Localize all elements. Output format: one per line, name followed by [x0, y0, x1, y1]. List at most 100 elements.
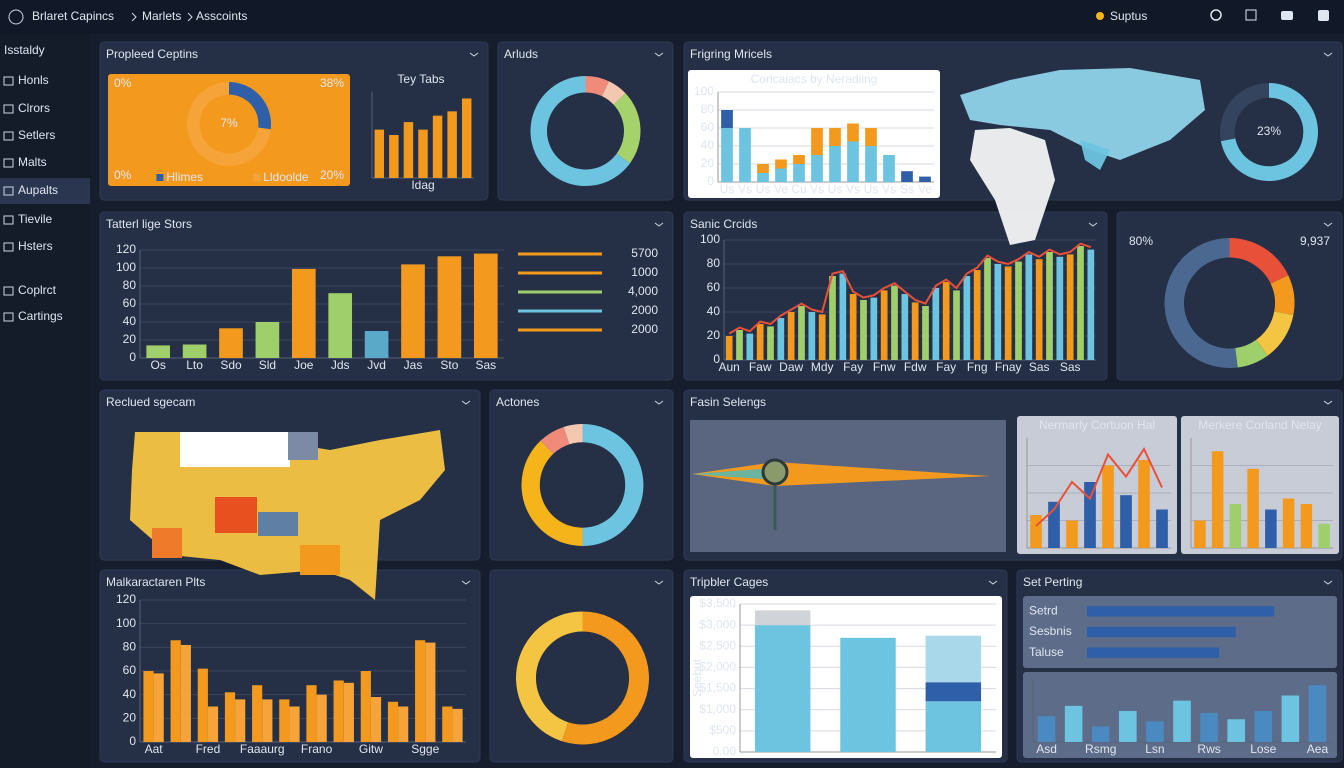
bar — [725, 336, 733, 360]
nav-item[interactable]: Setlers — [18, 128, 55, 142]
y-tick-label: 100 — [700, 232, 720, 246]
bar — [389, 135, 399, 178]
nav-item[interactable]: Honls — [18, 73, 49, 87]
bar — [1281, 695, 1300, 742]
chart-title: Tey Tabs — [397, 72, 444, 86]
bar — [1048, 501, 1060, 548]
nav-item[interactable]: Clrors — [18, 101, 50, 115]
crumb[interactable]: Asscoints — [196, 9, 247, 23]
bar — [1084, 482, 1096, 548]
x-tick-label: Aun — [718, 360, 739, 374]
nav-item[interactable]: Malts — [18, 155, 47, 169]
category-label: Taluse — [1029, 645, 1064, 659]
x-tick-label: Lto — [186, 358, 203, 372]
chart-title: Nermarly Cortuon Hal — [1039, 418, 1155, 432]
panel-title: Sanic Crcids — [690, 217, 757, 231]
settings-icon[interactable] — [1318, 10, 1329, 21]
nav-item[interactable]: Hsters — [18, 239, 53, 253]
map-region — [215, 497, 257, 533]
bar — [1173, 700, 1191, 742]
y-tick-label: 100 — [116, 616, 136, 630]
bar — [757, 164, 769, 173]
map-region — [180, 432, 290, 467]
bar — [1064, 705, 1083, 742]
bar — [754, 625, 811, 752]
nav-icon — [3, 286, 14, 296]
donut-segment — [521, 440, 583, 546]
panel-menu[interactable] — [1323, 580, 1333, 585]
line — [1035, 446, 1163, 527]
brand: Brlaret Capincs — [32, 9, 114, 23]
user-name[interactable]: Suptus — [1110, 9, 1147, 23]
bar — [865, 146, 877, 182]
crumb[interactable]: Marlets — [142, 9, 181, 23]
bar — [840, 637, 896, 752]
panel-menu[interactable] — [654, 222, 664, 227]
bar — [333, 680, 344, 742]
message-icon[interactable] — [1281, 11, 1293, 20]
donut-segment — [585, 76, 609, 97]
bar — [911, 302, 919, 360]
bar — [847, 141, 859, 182]
x-tick-label: Jas — [404, 358, 423, 372]
panel-menu[interactable] — [461, 580, 471, 585]
nav-icon — [3, 131, 14, 141]
donut-segment — [229, 82, 271, 130]
bar — [1120, 495, 1132, 548]
donut-center: 23% — [1257, 124, 1281, 138]
bar — [235, 699, 246, 742]
bar — [925, 682, 982, 702]
panel-menu[interactable] — [654, 400, 664, 405]
bar — [932, 288, 940, 360]
panel-menu[interactable] — [461, 400, 471, 405]
nav-item[interactable]: Tievile — [18, 212, 53, 226]
donut-segment — [613, 93, 641, 164]
panel-title: Set Perting — [1023, 575, 1082, 589]
x-tick-label: Fdw — [904, 360, 927, 374]
nav-item[interactable]: Aupalts — [18, 183, 58, 197]
bar — [289, 706, 300, 742]
bar — [1091, 726, 1110, 742]
bar — [870, 297, 878, 360]
panel-menu[interactable] — [654, 52, 664, 57]
y-tick-label: 100 — [116, 260, 136, 274]
bar — [925, 635, 982, 683]
panel-menu[interactable] — [1323, 400, 1333, 405]
x-tick-label: Aat — [145, 742, 164, 756]
donut-segment — [601, 81, 626, 105]
y-axis-label: Seebut — [690, 658, 704, 697]
bar — [306, 685, 317, 742]
y-tick-label: $2,000 — [699, 660, 736, 674]
bar — [1119, 711, 1137, 742]
x-tick-label: Frano — [301, 742, 333, 756]
bar — [316, 694, 327, 742]
export-icon[interactable] — [1245, 9, 1257, 21]
gauge-bg — [690, 420, 1006, 552]
bar — [829, 276, 836, 360]
bar — [860, 300, 867, 360]
nav-item[interactable]: Cartings — [18, 309, 63, 323]
x-tick-label: Vs — [846, 182, 860, 196]
sidebar-heading: Isstaldy — [4, 43, 45, 57]
bar — [767, 326, 774, 360]
bar — [963, 276, 971, 360]
bar — [398, 706, 409, 742]
crumb-separator — [187, 12, 193, 22]
panel-title: Frigring Mricels — [690, 47, 772, 61]
corner-label: 0% — [114, 76, 132, 90]
panel-menu[interactable] — [654, 580, 664, 585]
x-tick-label: Us — [828, 182, 843, 196]
y-tick-label: 80 — [123, 640, 137, 654]
panel-menu[interactable] — [1323, 222, 1333, 227]
panel-menu[interactable] — [1088, 222, 1098, 227]
bar — [922, 306, 929, 360]
bar — [461, 98, 472, 178]
nav-item[interactable]: Coplrct — [18, 283, 57, 297]
bar — [721, 128, 733, 182]
panel-title: Tatterl lige Stors — [106, 217, 192, 231]
panel-menu[interactable] — [469, 52, 479, 57]
x-tick-label: Asd — [1036, 742, 1057, 756]
panel-menu[interactable] — [1323, 52, 1333, 57]
panel-menu[interactable] — [988, 580, 998, 585]
search-icon[interactable] — [1210, 9, 1222, 21]
